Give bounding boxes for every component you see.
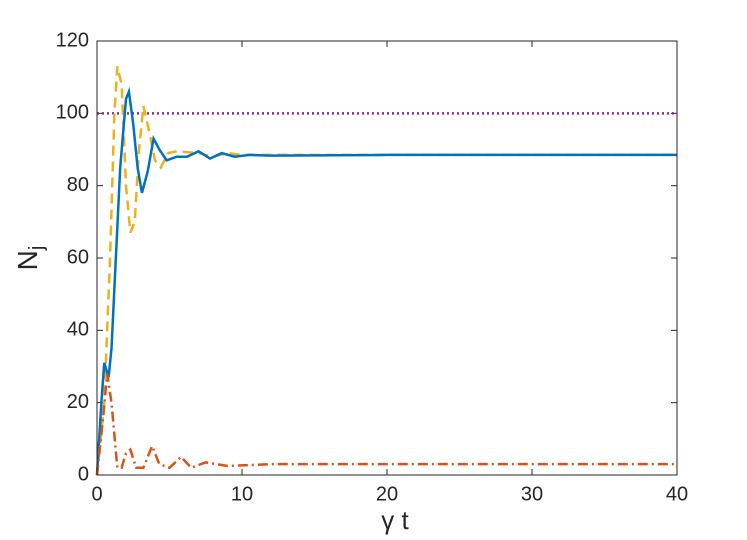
y-tick-label: 60: [67, 246, 89, 268]
y-axis-label-main: N: [12, 250, 43, 270]
y-axis-label-subscript: j: [26, 246, 48, 251]
y-tick-label: 40: [67, 319, 89, 341]
y-tick-label: 120: [56, 29, 89, 51]
x-tick-label: 20: [376, 483, 398, 505]
series-line: [95, 86, 677, 476]
x-tick-label: 40: [666, 483, 688, 505]
axes-box: [96, 40, 678, 476]
y-tick-label: 20: [67, 391, 89, 413]
x-tick-label: 0: [91, 483, 102, 505]
x-tick-label: 30: [521, 483, 543, 505]
x-axis-label: γ t: [381, 505, 409, 535]
series-line: [95, 373, 677, 476]
y-tick-label: 100: [56, 102, 89, 124]
y-axis-label-group: Nj: [12, 246, 48, 271]
series-line: [95, 66, 677, 476]
y-axis-label: Nj: [12, 246, 48, 271]
x-tick-label: 10: [231, 483, 253, 505]
y-tick-label: 0: [78, 463, 89, 485]
y-tick-label: 80: [67, 174, 89, 196]
